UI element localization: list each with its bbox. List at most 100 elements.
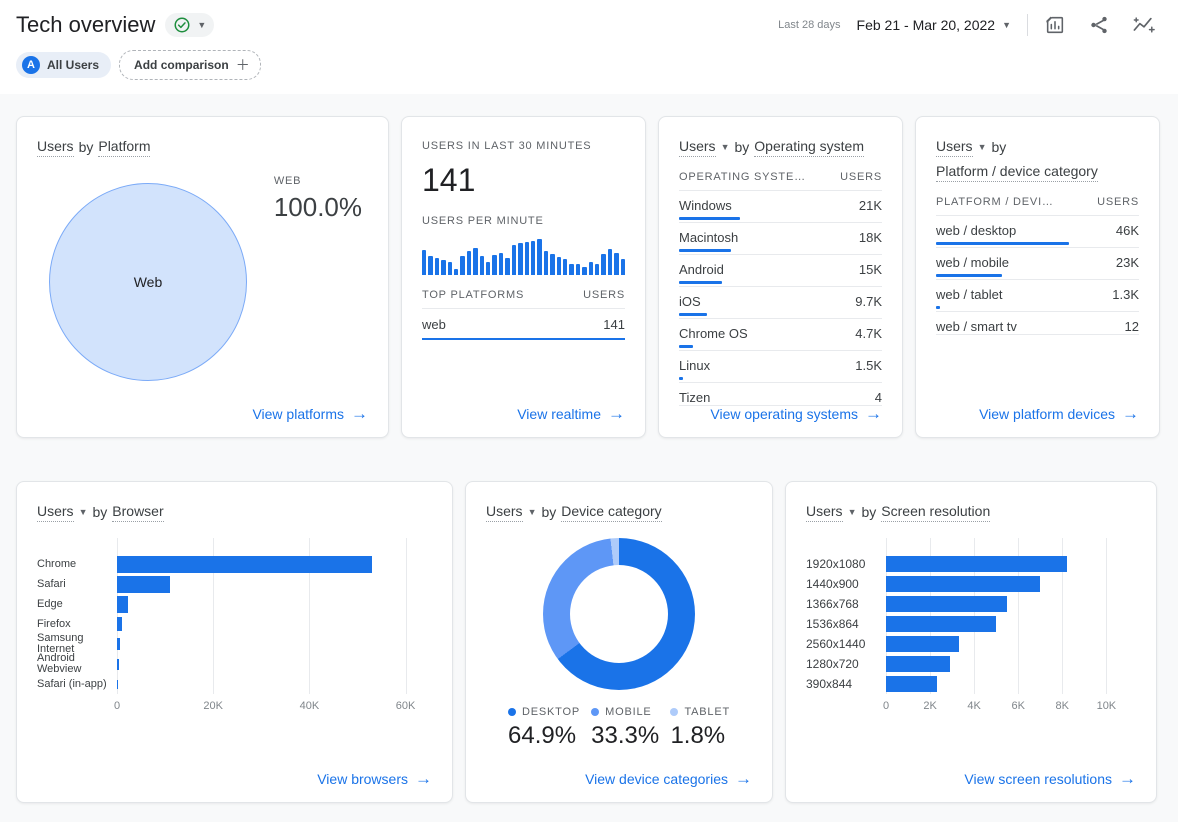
sparkline-bar: [543, 251, 549, 275]
sparkline-bar: [447, 261, 453, 275]
row-label: Macintosh: [679, 230, 739, 245]
column-header-dimension: OPERATING SYSTE…: [679, 171, 806, 183]
bar: [117, 617, 122, 631]
divider: [1027, 14, 1028, 36]
per-minute-label: USERS PER MINUTE: [422, 215, 544, 227]
category-label: Android Webview: [37, 652, 82, 675]
customize-report-icon: [1044, 14, 1066, 36]
view-browsers-link[interactable]: View browsers →: [317, 770, 432, 787]
pie-slice-label: Web: [133, 274, 163, 290]
view-operating-systems-link[interactable]: View operating systems →: [710, 405, 882, 422]
category-label: 2560x1440: [806, 636, 866, 651]
chevron-down-icon: ▼: [197, 19, 207, 30]
dimension-selector[interactable]: Operating system: [754, 137, 864, 157]
donut-legend: DESKTOP 64.9% MOBILE 33.3% TABLET 1.8%: [486, 706, 752, 750]
date-range-picker[interactable]: Feb 21 - Mar 20, 2022 ▼: [855, 13, 1013, 37]
metric-selector[interactable]: Users: [37, 502, 74, 522]
chevron-down-icon: ▼: [78, 506, 88, 517]
legend-value: 64.9%: [508, 722, 577, 749]
dimension-selector[interactable]: Device category: [561, 502, 662, 522]
view-realtime-link[interactable]: View realtime →: [517, 405, 625, 422]
chart-row: Safari: [37, 574, 432, 594]
title-by: by: [734, 139, 750, 155]
bar-track: [886, 634, 1124, 654]
card-title: Users by Platform: [37, 137, 368, 157]
metric-selector[interactable]: Users: [936, 137, 973, 157]
card-users-by-screen-resolution: Users ▼ by Screen resolution 1920x1080 14…: [785, 481, 1157, 803]
row-line: Chrome OS 4.7K: [679, 326, 882, 341]
column-header-users: USERS: [583, 289, 625, 301]
check-circle-icon: [173, 16, 191, 34]
dimension-selector[interactable]: Browser: [112, 502, 164, 522]
chart-row: Chrome: [37, 554, 432, 574]
row-value: 15K: [858, 262, 882, 277]
bar: [117, 555, 372, 573]
chevron-down-icon: ▼: [977, 141, 987, 152]
platform-pie-chart[interactable]: Web: [49, 183, 247, 381]
customize-report-button[interactable]: [1042, 12, 1068, 38]
browser-bar-chart: Chrome Safari Edge Firefox Samsung Internet A…: [37, 538, 432, 714]
sparkline-bar: [607, 249, 613, 275]
date-range-preset: Last 28 days: [778, 19, 841, 31]
title-by: by: [78, 139, 94, 155]
title-by: by: [541, 504, 557, 520]
bar-track: [886, 654, 1124, 674]
add-comparison-button[interactable]: Add comparison ＋: [119, 50, 261, 80]
sparkline-bar: [588, 261, 593, 275]
row-line: Tizen 4: [679, 390, 882, 405]
report-status-pill[interactable]: ▼: [165, 13, 215, 37]
bar: [886, 556, 1067, 572]
row-line: Android 15K: [679, 262, 882, 277]
table-row: Linux 1.5K: [679, 351, 882, 383]
row-line: Macintosh 18K: [679, 230, 882, 245]
metric-selector[interactable]: Users: [486, 502, 523, 522]
row-line: iOS 9.7K: [679, 294, 882, 309]
link-label: View operating systems: [710, 405, 858, 422]
sparkline-bar: [518, 242, 523, 275]
row-bar: [679, 377, 684, 380]
category-label: 1920x1080: [806, 556, 866, 571]
dimension-selector[interactable]: Platform: [98, 137, 151, 157]
legend-dot: [508, 708, 516, 716]
gridline: [1018, 538, 1020, 694]
dimension-selector[interactable]: Platform / device category: [936, 162, 1098, 182]
dimension-selector[interactable]: Screen resolution: [881, 502, 991, 522]
category-label: 1536x864: [806, 616, 859, 631]
metric-selector[interactable]: Users: [37, 137, 74, 157]
card-users-by-platform-device: Users ▼ by Platform / device category PL…: [915, 116, 1160, 438]
insights-button[interactable]: [1130, 12, 1158, 38]
bar-track: [117, 614, 420, 634]
header: Tech overview ▼ Last 28 days Feb 21 - Ma…: [0, 0, 1178, 94]
view-platform-devices-link[interactable]: View platform devices →: [979, 405, 1139, 422]
link-label: View platform devices: [979, 405, 1115, 422]
view-device-categories-link[interactable]: View device categories →: [585, 770, 752, 787]
column-header-users: USERS: [1097, 196, 1139, 208]
row-bar: [936, 306, 940, 309]
metric-selector[interactable]: Users: [806, 502, 843, 522]
share-button[interactable]: [1086, 12, 1112, 38]
bar-track: [886, 674, 1124, 694]
view-platforms-link[interactable]: View platforms →: [252, 405, 368, 422]
legend-dot: [670, 708, 679, 716]
all-users-chip[interactable]: A All Users: [16, 52, 112, 78]
category-label: 1440x900: [806, 576, 859, 591]
link-label: View platforms: [252, 405, 344, 422]
sparkline-bar: [530, 240, 536, 275]
bar: [886, 656, 950, 672]
table-row: web / tablet 1.3K: [936, 280, 1139, 312]
sparkline-bar: [422, 250, 427, 275]
metric-selector[interactable]: Users: [679, 137, 716, 157]
chart-row: 390x844: [806, 674, 1136, 694]
legend-item: MOBILE 33.3%: [591, 706, 659, 750]
table-row: web / smart tv 12: [936, 312, 1139, 335]
category-label: Safari (in-app): [37, 677, 107, 690]
device-category-donut-chart[interactable]: [543, 538, 695, 690]
arrow-right-icon: →: [608, 404, 625, 423]
row-bar: [679, 281, 723, 284]
legend-value: 33.3%: [591, 722, 660, 749]
view-screen-resolutions-link[interactable]: View screen resolutions →: [964, 770, 1136, 787]
sparkline-bar: [454, 269, 459, 275]
row-line: web / tablet 1.3K: [936, 287, 1139, 302]
row-label: Android: [679, 262, 724, 277]
row-value: 141: [603, 317, 625, 332]
